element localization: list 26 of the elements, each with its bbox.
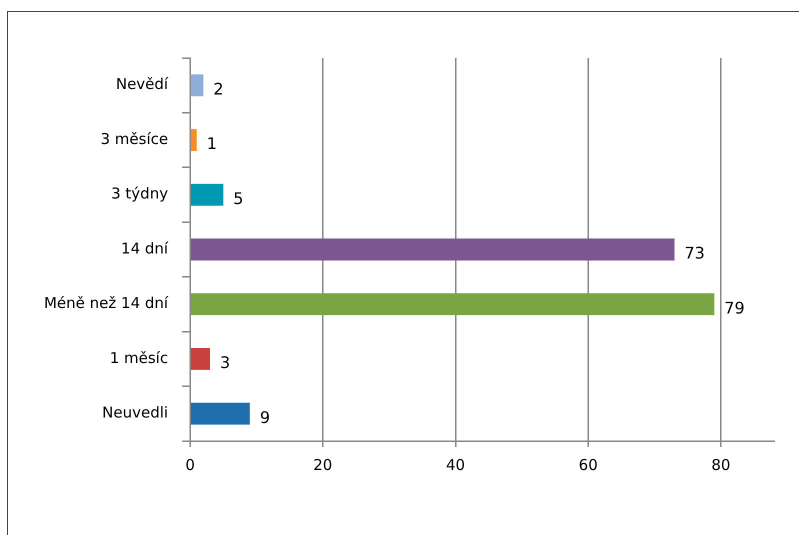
data-label: 9 xyxy=(260,408,270,427)
y-tick-label: Méně než 14 dní xyxy=(44,294,169,312)
bar xyxy=(190,184,224,206)
bar xyxy=(190,348,210,370)
bar xyxy=(190,74,204,96)
data-label: 73 xyxy=(684,244,705,263)
bar xyxy=(190,293,714,316)
bar xyxy=(190,238,674,260)
x-tick-label: 20 xyxy=(313,456,332,474)
data-label: 3 xyxy=(220,353,230,372)
x-tick-label: 80 xyxy=(711,456,730,474)
data-label: 79 xyxy=(724,298,745,318)
y-tick-label: 3 týdny xyxy=(111,184,168,203)
data-label: 2 xyxy=(213,80,224,99)
y-tick-label: 3 měsíce xyxy=(100,130,168,148)
y-tick-label: Neuvedli xyxy=(102,404,168,422)
data-label: 1 xyxy=(206,134,217,154)
bar xyxy=(190,129,197,152)
x-tick-label: 60 xyxy=(578,456,598,474)
x-tick-label: 40 xyxy=(446,456,466,474)
y-tick-label: 14 dní xyxy=(121,239,169,258)
data-label: 5 xyxy=(233,188,244,208)
y-tick-label: 1 měsíc xyxy=(110,348,168,367)
bar xyxy=(190,402,250,425)
x-tick-label: 0 xyxy=(185,456,195,474)
y-tick-label: Nevědí xyxy=(116,75,169,94)
